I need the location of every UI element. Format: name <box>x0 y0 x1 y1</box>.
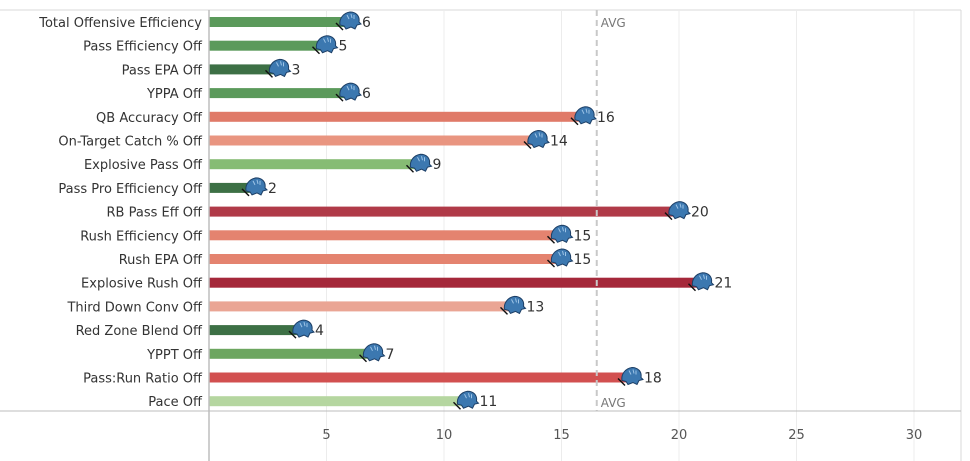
data-label: 9 <box>433 157 442 173</box>
x-tick-label: 5 <box>322 428 330 443</box>
x-tick-label: 30 <box>906 428 923 443</box>
category-label: RB Pass Eff Off <box>107 206 204 221</box>
category-label: Pace Off <box>148 395 203 410</box>
bar <box>209 88 350 99</box>
category-label: On-Target Catch % Off <box>58 135 203 150</box>
category-label: Pass Pro Efficiency Off <box>58 182 203 197</box>
bar <box>209 40 327 51</box>
x-tick-label: 25 <box>788 428 805 443</box>
category-label: Rush Efficiency Off <box>80 229 203 244</box>
category-labels: Total Offensive Efficiency Pass Efficienc… <box>38 16 203 410</box>
bar <box>209 135 538 146</box>
category-label: Explosive Pass Off <box>84 158 203 173</box>
data-label: 6 <box>362 86 371 102</box>
bar <box>209 159 421 170</box>
category-label: Red Zone Blend Off <box>76 324 203 339</box>
data-label: 21 <box>715 276 733 292</box>
average-label-bottom: AVG <box>601 396 626 410</box>
data-label: 16 <box>597 110 615 126</box>
bar <box>209 111 585 122</box>
x-tick-label: 20 <box>671 428 688 443</box>
data-label: 13 <box>527 299 545 315</box>
bar <box>209 372 632 383</box>
bar <box>209 64 280 75</box>
category-label: Rush EPA Off <box>119 253 203 268</box>
data-label: 3 <box>292 62 301 78</box>
bar <box>209 396 468 407</box>
category-label: Third Down Conv Off <box>66 300 203 315</box>
category-label: YPPA Off <box>146 87 203 102</box>
data-label: 18 <box>644 371 662 387</box>
average-label-top: AVG <box>601 16 626 30</box>
data-label: 7 <box>386 347 395 363</box>
data-label: 6 <box>362 15 371 31</box>
category-label: Pass Efficiency Off <box>83 40 203 55</box>
bar <box>209 254 562 264</box>
data-label: 15 <box>574 252 592 268</box>
bar <box>209 277 703 288</box>
category-label: YPPT Off <box>146 348 203 363</box>
data-label: 2 <box>268 181 277 197</box>
data-label: 15 <box>574 228 592 244</box>
category-label: Pass EPA Off <box>122 63 203 78</box>
category-label: QB Accuracy Off <box>96 111 203 126</box>
bar <box>209 182 256 193</box>
data-label: 4 <box>315 323 324 339</box>
x-tick-label: 10 <box>436 428 453 443</box>
average-reference: AVG AVG <box>595 10 626 411</box>
x-tick-label: 15 <box>553 428 570 443</box>
bar <box>209 325 303 336</box>
data-label: 14 <box>550 134 568 150</box>
bar <box>209 301 515 312</box>
data-label: 5 <box>339 39 348 55</box>
data-label: 20 <box>691 205 709 221</box>
category-label: Total Offensive Efficiency <box>38 16 202 31</box>
bar <box>209 230 562 241</box>
category-label: Explosive Rush Off <box>81 277 203 292</box>
bar <box>209 348 374 359</box>
category-label: Pass:Run Ratio Off <box>83 372 203 387</box>
bar <box>209 17 350 27</box>
x-axis: 5 10 15 20 25 30 <box>0 10 961 461</box>
bar <box>209 206 679 217</box>
data-label: 11 <box>480 394 498 410</box>
